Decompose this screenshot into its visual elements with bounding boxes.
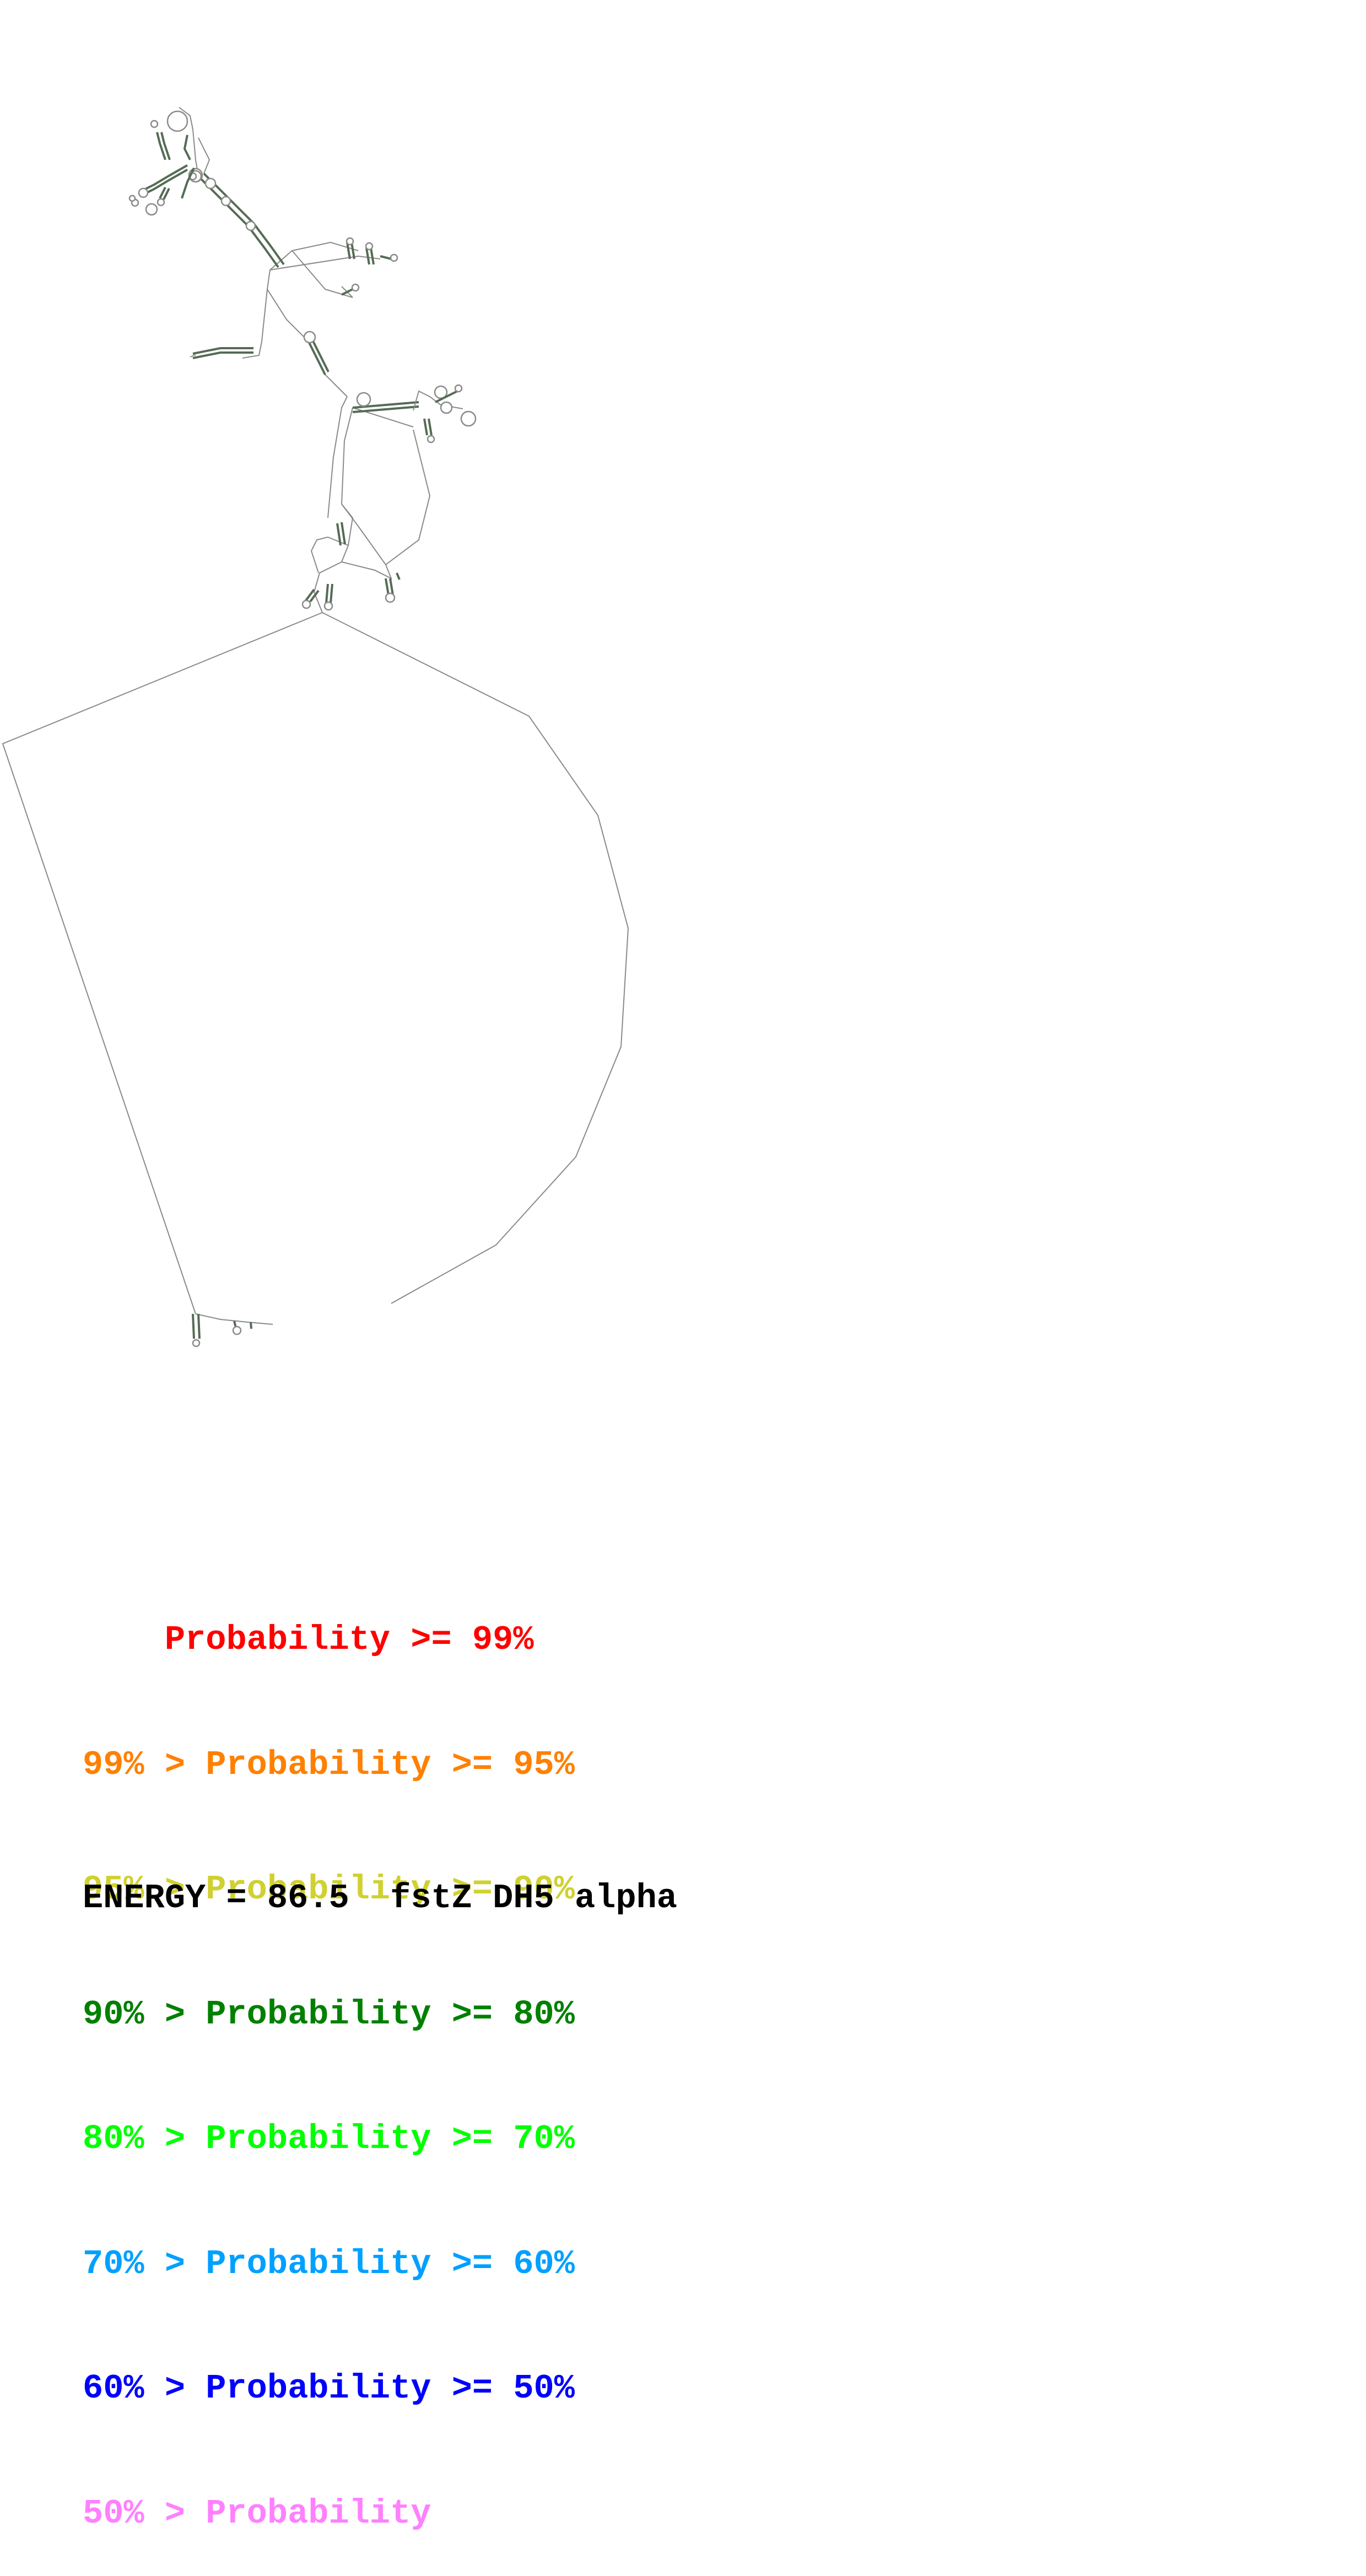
legend-row-60: 70% > Probability >= 60%	[83, 2243, 575, 2285]
rna-secondary-structure-diagram	[2, 107, 629, 1347]
legend-label: Probability >= 90%	[206, 1870, 575, 1909]
legend-prefix: 90% >	[83, 1994, 206, 2034]
exterior-loop-tail	[195, 1313, 273, 1325]
legend-row-95: 99% > Probability >= 95%	[83, 1744, 575, 1786]
legend-label: Probability >= 99%	[164, 1620, 534, 1659]
legend-label: Probability >= 95%	[206, 1745, 575, 1784]
legend-prefix: 80% >	[83, 2119, 206, 2158]
legend-prefix: 50% >	[83, 2493, 206, 2533]
bottom-hairpins	[192, 1313, 252, 1347]
exterior-loop	[2, 612, 629, 1325]
upper-multibranch	[128, 107, 477, 613]
exterior-loop-backbone	[322, 612, 629, 1304]
legend-row-90: 95% > Probability >= 90%	[83, 1869, 575, 1911]
legend-row-80: 90% > Probability >= 80%	[83, 1994, 575, 2036]
legend-prefix	[83, 1620, 165, 1659]
legend-prefix: 60% >	[83, 2369, 206, 2408]
legend-row-70: 80% > Probability >= 70%	[83, 2118, 575, 2160]
legend-row-99: Probability >= 99%	[83, 1619, 575, 1661]
legend-row-50: 60% > Probability >= 50%	[83, 2368, 575, 2410]
legend-prefix: 70% >	[83, 2244, 206, 2283]
energy-label: ENERGY = 86.5	[83, 1879, 349, 1918]
legend-row-below-50: 50% > Probability	[83, 2493, 575, 2535]
legend-label: Probability >= 80%	[206, 1994, 575, 2034]
energy-footer: ENERGY = 86.5 fstZ DH5 alpha	[83, 1877, 677, 1919]
legend-label: Probability >= 70%	[206, 2119, 575, 2158]
exterior-loop-backbone-left	[2, 612, 323, 1314]
probability-legend: Probability >= 99% 99% > Probability >= …	[83, 1536, 575, 2576]
legend-label: Probability >= 50%	[206, 2369, 575, 2408]
legend-prefix: 95% >	[83, 1870, 206, 1909]
legend-label: Probability >= 60%	[206, 2244, 575, 2283]
legend-label: Probability	[206, 2493, 431, 2533]
legend-prefix: 99% >	[83, 1745, 206, 1784]
sequence-name: fstZ DH5 alpha	[390, 1879, 677, 1918]
